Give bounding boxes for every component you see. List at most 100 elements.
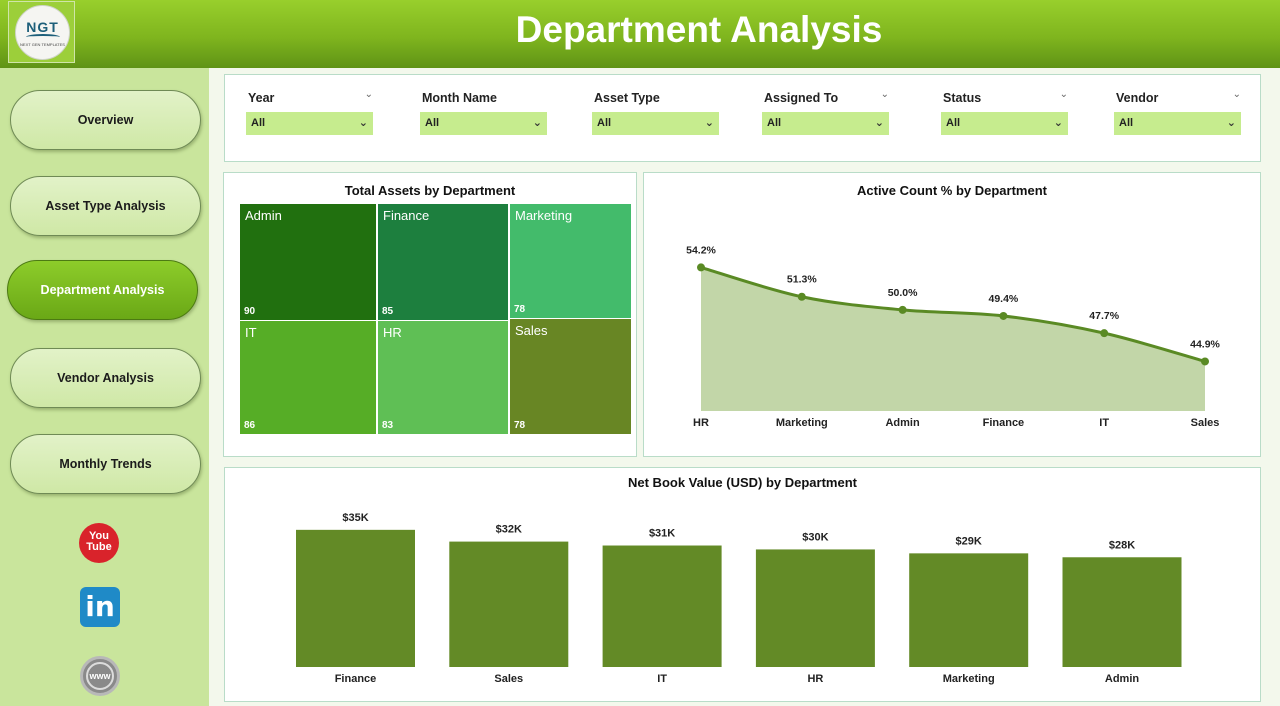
chevron-down-icon: ⌄ bbox=[874, 117, 884, 129]
data-label: $35K bbox=[342, 512, 368, 524]
data-label: $30K bbox=[802, 531, 828, 543]
filter-month-name: Month Name All ⌄ bbox=[420, 89, 547, 135]
filter-value: All bbox=[597, 117, 612, 129]
treemap-cell-label: IT bbox=[245, 325, 257, 340]
x-tick-label: HR bbox=[807, 673, 823, 685]
filter-year-select[interactable]: All ⌄ bbox=[246, 112, 373, 135]
filter-label: Month Name bbox=[422, 91, 497, 105]
x-tick-label: Finance bbox=[335, 673, 377, 685]
data-point[interactable] bbox=[898, 305, 907, 314]
series-line bbox=[700, 265, 1206, 363]
treemap-cell-value: 90 bbox=[244, 306, 256, 317]
chevron-down-icon[interactable]: ⌄ bbox=[880, 89, 889, 100]
data-point[interactable] bbox=[697, 263, 705, 272]
nav-button-department-analysis[interactable]: Department Analysis bbox=[7, 260, 198, 320]
filter-month-name-select[interactable]: All ⌄ bbox=[420, 112, 547, 135]
data-label: 51.3% bbox=[787, 274, 817, 286]
chevron-down-icon: ⌄ bbox=[704, 117, 714, 129]
chevron-down-icon[interactable]: ⌄ bbox=[364, 89, 373, 100]
nav-button-asset-type-analysis[interactable]: Asset Type Analysis bbox=[10, 176, 201, 236]
data-label: 44.9% bbox=[1190, 338, 1220, 350]
bar[interactable] bbox=[1062, 557, 1182, 667]
chevron-down-icon[interactable]: ⌄ bbox=[1232, 89, 1241, 100]
filter-label: Asset Type bbox=[594, 91, 660, 105]
data-point[interactable] bbox=[797, 292, 806, 301]
bar[interactable] bbox=[755, 549, 875, 667]
data-label: $28K bbox=[1109, 539, 1135, 551]
filter-panel: Year ⌄ All ⌄ Month Name All ⌄ Asset Type A… bbox=[224, 74, 1261, 162]
x-tick-label: HR bbox=[693, 417, 709, 429]
filter-label: Vendor bbox=[1116, 91, 1159, 105]
nav-button-vendor-analysis[interactable]: Vendor Analysis bbox=[10, 348, 201, 408]
website-globe-icon[interactable]: www bbox=[80, 656, 120, 696]
logo-frame: NGT NEXT GEN TEMPLATES bbox=[8, 1, 75, 63]
bar[interactable] bbox=[449, 541, 569, 667]
x-tick-label: Sales bbox=[494, 673, 523, 685]
data-label: $31K bbox=[649, 528, 675, 540]
treemap-cell-admin[interactable]: Admin 90 bbox=[240, 204, 376, 320]
filter-value: All bbox=[767, 117, 782, 129]
bar[interactable] bbox=[296, 529, 415, 667]
filter-value: All bbox=[251, 117, 266, 129]
treemap-cell-hr[interactable]: HR 83 bbox=[378, 321, 508, 434]
nav-button-overview[interactable]: Overview bbox=[10, 90, 201, 150]
bar-chart-title: Net Book Value (USD) by Department bbox=[628, 475, 857, 490]
bar-chart: $35K Finance $32K Sales $31K IT $30K HR $29K Mark… bbox=[296, 512, 1182, 685]
treemap-cell-sales[interactable]: Sales 78 bbox=[510, 319, 631, 434]
nav-button-monthly-trends[interactable]: Monthly Trends bbox=[10, 434, 201, 494]
data-label: 50.0% bbox=[888, 287, 918, 299]
logo[interactable]: NGT NEXT GEN TEMPLATES bbox=[15, 5, 70, 60]
linkedin-icon[interactable]: in bbox=[80, 587, 120, 627]
chevron-down-icon: ⌄ bbox=[1226, 117, 1236, 129]
treemap-cell-value: 85 bbox=[382, 306, 394, 317]
treemap-cell-finance[interactable]: Finance 85 bbox=[378, 204, 508, 320]
header-bar: NGT NEXT GEN TEMPLATES Department Analys… bbox=[0, 0, 1280, 68]
page-title: Department Analysis bbox=[515, 9, 883, 50]
chevron-down-icon[interactable]: ⌄ bbox=[1059, 89, 1068, 100]
logo-text: NGT bbox=[26, 19, 59, 35]
filter-assigned-to-select[interactable]: All ⌄ bbox=[762, 112, 889, 135]
filter-year: Year ⌄ All ⌄ bbox=[246, 89, 373, 135]
filter-assigned-to: Assigned To ⌄ All ⌄ bbox=[762, 89, 889, 135]
x-tick-label: Admin bbox=[1105, 673, 1140, 685]
chevron-down-icon: ⌄ bbox=[1053, 117, 1063, 129]
filter-status-select[interactable]: All ⌄ bbox=[941, 112, 1068, 135]
treemap-cell-label: HR bbox=[383, 325, 402, 340]
youtube-icon[interactable]: You Tube bbox=[79, 523, 119, 563]
filter-vendor: Vendor ⌄ All ⌄ bbox=[1114, 89, 1241, 135]
x-tick-label: Marketing bbox=[776, 417, 828, 429]
treemap-cell-label: Admin bbox=[245, 208, 282, 223]
filter-label: Status bbox=[943, 91, 982, 105]
bar[interactable] bbox=[909, 553, 1029, 667]
data-point[interactable] bbox=[999, 311, 1008, 320]
filter-asset-type: Asset Type All ⌄ bbox=[592, 89, 719, 135]
treemap-cell-it[interactable]: IT 86 bbox=[240, 321, 376, 434]
treemap-cell-marketing[interactable]: Marketing 78 bbox=[510, 204, 631, 318]
data-label: $32K bbox=[496, 524, 522, 536]
logo-subtext: NEXT GEN TEMPLATES bbox=[20, 42, 65, 47]
treemap-cell-label: Finance bbox=[383, 208, 430, 223]
data-label: $29K bbox=[956, 535, 982, 547]
area-chart: 54.2% HR 51.3% Marketing 50.0% Admin 49.4% Fina… bbox=[686, 244, 1220, 429]
filter-status: Status ⌄ All ⌄ bbox=[941, 89, 1068, 135]
logo-swoosh-icon bbox=[26, 34, 60, 40]
treemap-cell-label: Sales bbox=[515, 323, 548, 338]
data-label: 54.2% bbox=[686, 244, 716, 256]
filter-asset-type-select[interactable]: All ⌄ bbox=[592, 112, 719, 135]
treemap-title: Total Assets by Department bbox=[344, 183, 516, 198]
data-point[interactable] bbox=[1100, 329, 1109, 338]
data-label: 47.7% bbox=[1089, 310, 1119, 322]
filter-value: All bbox=[425, 117, 440, 129]
net-book-value-chart-panel: Net Book Value (USD) by Department $35K F… bbox=[224, 467, 1261, 702]
area-chart-title: Active Count % by Department bbox=[857, 183, 1047, 198]
filter-value: All bbox=[946, 117, 961, 129]
bar[interactable] bbox=[602, 545, 722, 667]
data-point[interactable] bbox=[1201, 357, 1209, 366]
website-text: www bbox=[89, 671, 111, 681]
data-label: 49.4% bbox=[989, 293, 1019, 305]
active-count-chart-panel: Active Count % by Department 54.2% HR 51.3… bbox=[643, 172, 1261, 457]
treemap-cell-label: Marketing bbox=[515, 208, 573, 223]
treemap-panel: Total Assets by Department Admin 90 Fina… bbox=[223, 172, 637, 457]
filter-vendor-select[interactable]: All ⌄ bbox=[1114, 112, 1241, 135]
x-tick-label: Finance bbox=[983, 417, 1025, 429]
